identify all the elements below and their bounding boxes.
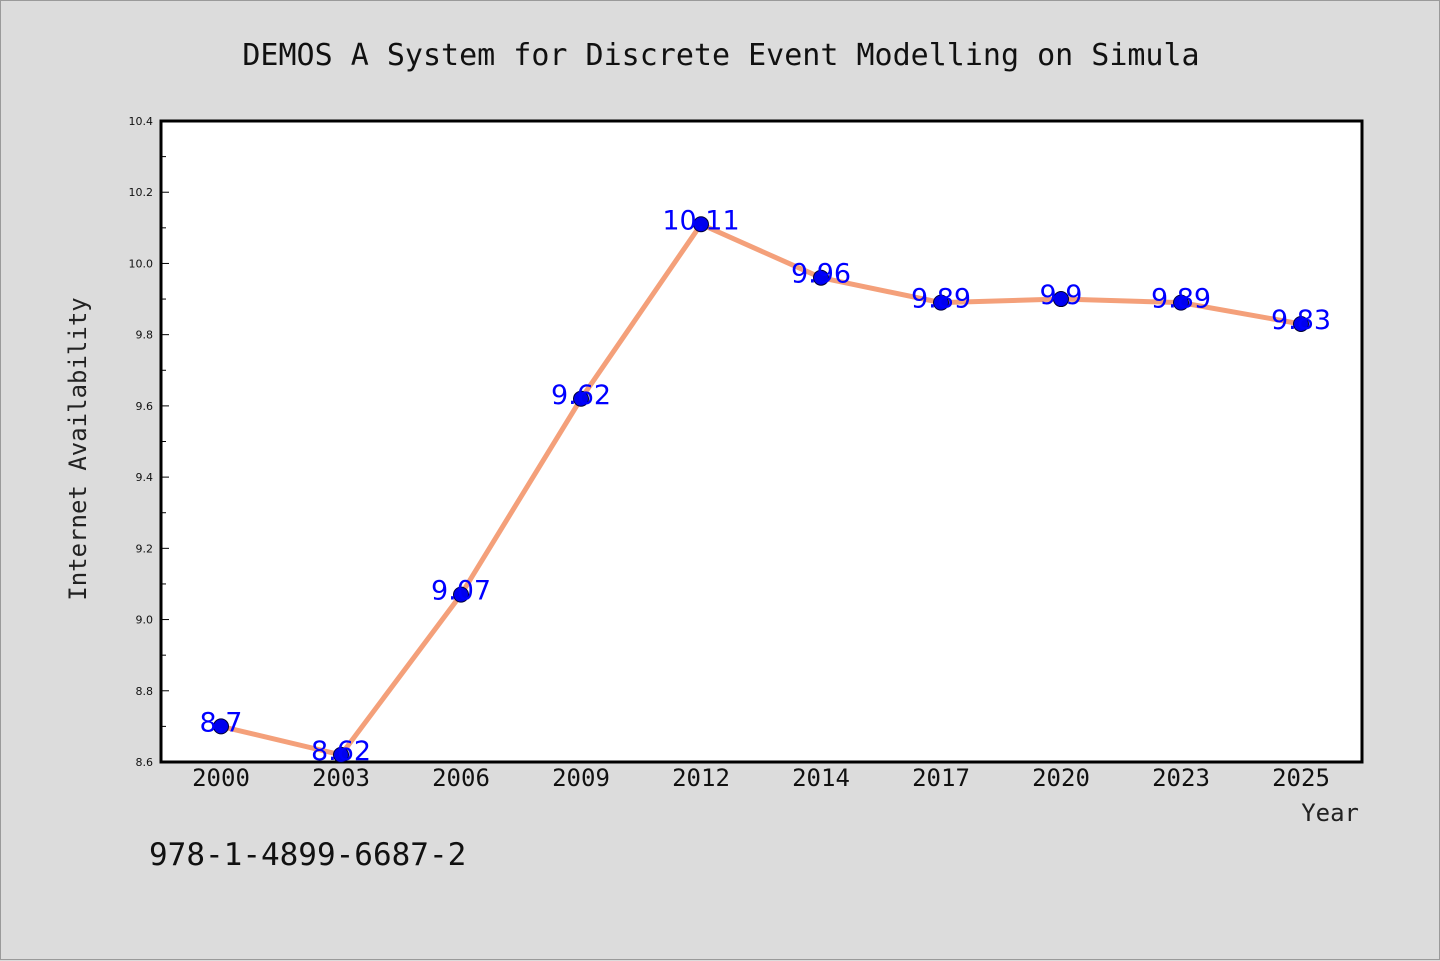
x-tick-label: 2014 xyxy=(792,764,850,792)
x-tick-label: 2000 xyxy=(192,764,250,792)
y-axis-label: Internet Availability xyxy=(64,297,92,600)
series-line-group xyxy=(218,221,1304,758)
data-point-marker xyxy=(693,216,709,233)
data-label: 9.9 xyxy=(1040,280,1083,311)
x-tick-label: 2023 xyxy=(1152,764,1210,792)
x-tick-label: 2017 xyxy=(912,764,970,792)
footer-isbn: 978-1-4899-6687-2 xyxy=(149,837,466,873)
data-labels-group: 8.7 8.62 9.07 9.62 10.11 9.96 9.89 9.9 9.89 9.83 xyxy=(200,205,1332,767)
y-axis: 8.6 8.8 9.0 9.2 9.4 9.6 9.8 10.0 10.2 10.4 xyxy=(129,115,169,769)
data-point-marker xyxy=(333,746,349,763)
markers-group xyxy=(213,216,1309,763)
y-tick-label: 9.0 xyxy=(136,614,154,627)
y-tick-label: 8.8 xyxy=(136,685,154,698)
series-line xyxy=(218,221,1304,758)
data-point-marker xyxy=(813,269,829,286)
y-tick-label: 10.2 xyxy=(129,186,154,199)
data-label: 8.7 xyxy=(200,707,243,738)
x-axis: 2000 2003 2006 2009 2012 2014 2017 2020 2023 2025 xyxy=(192,764,1330,792)
data-label: 9.83 xyxy=(1271,305,1331,336)
x-tick-label: 2009 xyxy=(552,764,610,792)
x-axis-label: Year xyxy=(1301,799,1359,827)
chart-title: DEMOS A System for Discrete Event Modell… xyxy=(242,38,1199,73)
data-point-marker xyxy=(213,718,229,735)
data-point-marker xyxy=(1173,294,1189,311)
data-label: 9.62 xyxy=(551,380,611,411)
data-point-marker xyxy=(933,294,949,311)
data-point-marker xyxy=(573,390,589,407)
y-tick-label: 10.4 xyxy=(129,115,154,128)
y-tick-label: 9.2 xyxy=(136,542,154,555)
data-label: 8.62 xyxy=(311,736,371,767)
y-tick-label: 9.4 xyxy=(136,471,154,484)
data-point-marker xyxy=(1293,315,1309,332)
y-tick-label: 10.0 xyxy=(129,257,154,270)
x-tick-label: 2020 xyxy=(1032,764,1090,792)
x-tick-label: 2025 xyxy=(1272,764,1330,792)
data-point-marker xyxy=(1053,291,1069,308)
y-tick-label: 9.8 xyxy=(136,329,154,342)
y-tick-label: 8.6 xyxy=(136,756,154,769)
x-tick-label: 2006 xyxy=(432,764,490,792)
data-label: 10.11 xyxy=(662,205,739,236)
y-tick-label: 9.6 xyxy=(136,400,154,413)
x-tick-label: 2003 xyxy=(312,764,370,792)
x-tick-label: 2012 xyxy=(672,764,730,792)
data-label: 9.89 xyxy=(911,284,971,315)
data-label: 9.89 xyxy=(1151,284,1211,315)
data-label: 9.07 xyxy=(431,576,491,607)
data-label: 9.96 xyxy=(791,259,851,290)
data-point-marker xyxy=(453,586,469,603)
plot-area xyxy=(159,119,1364,764)
